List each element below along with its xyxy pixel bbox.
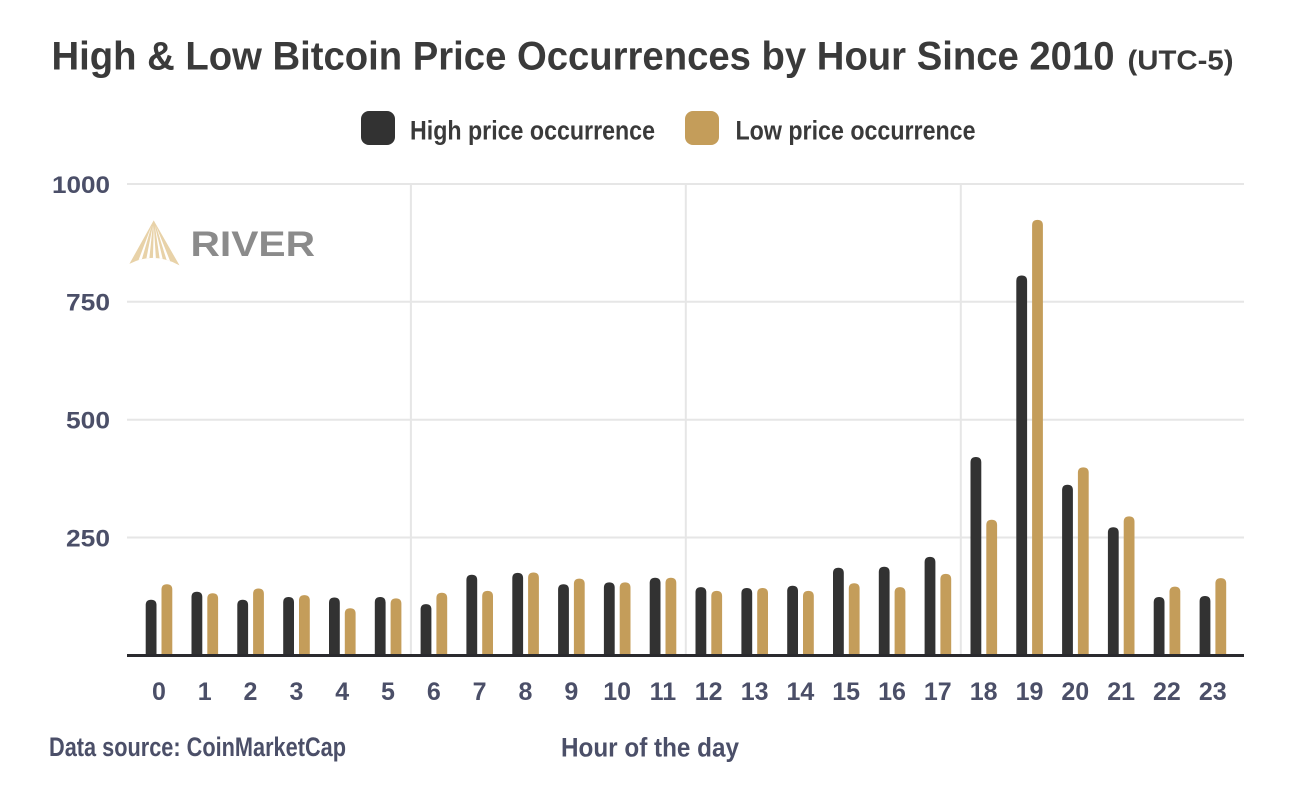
svg-text:10: 10 [603, 678, 631, 706]
svg-text:21: 21 [1107, 678, 1135, 706]
svg-text:20: 20 [1061, 678, 1089, 706]
svg-text:0: 0 [152, 678, 166, 706]
svg-text:14: 14 [786, 678, 814, 706]
svg-text:23: 23 [1199, 678, 1227, 706]
svg-text:250: 250 [66, 525, 110, 552]
svg-text:19: 19 [1016, 678, 1044, 706]
svg-text:RIVER: RIVER [191, 225, 316, 264]
svg-text:High price occurrence: High price occurrence [410, 116, 655, 146]
svg-text:3: 3 [289, 678, 303, 706]
svg-text:22: 22 [1153, 678, 1181, 706]
svg-text:5: 5 [381, 678, 395, 706]
svg-text:1: 1 [198, 678, 212, 706]
svg-text:16: 16 [878, 678, 906, 706]
svg-text:8: 8 [519, 678, 533, 706]
svg-text:1000: 1000 [52, 172, 110, 199]
svg-text:(UTC-5): (UTC-5) [1128, 45, 1234, 76]
svg-text:18: 18 [970, 678, 998, 706]
svg-text:15: 15 [832, 678, 860, 706]
svg-text:750: 750 [66, 290, 110, 317]
svg-text:500: 500 [66, 407, 110, 434]
svg-text:2: 2 [244, 678, 258, 706]
svg-text:Low price occurrence: Low price occurrence [736, 116, 976, 146]
svg-text:13: 13 [741, 678, 769, 706]
svg-text:Data source: CoinMarketCap: Data source: CoinMarketCap [49, 732, 346, 762]
svg-text:12: 12 [695, 678, 723, 706]
svg-text:7: 7 [473, 678, 487, 706]
svg-text:High & Low Bitcoin Price Occur: High & Low Bitcoin Price Occurrences by … [52, 35, 1115, 79]
svg-text:6: 6 [427, 678, 441, 706]
svg-text:4: 4 [335, 678, 349, 706]
svg-text:17: 17 [924, 678, 952, 706]
svg-text:11: 11 [650, 678, 677, 706]
svg-text:Hour of the day: Hour of the day [561, 733, 739, 763]
svg-text:9: 9 [564, 678, 578, 706]
